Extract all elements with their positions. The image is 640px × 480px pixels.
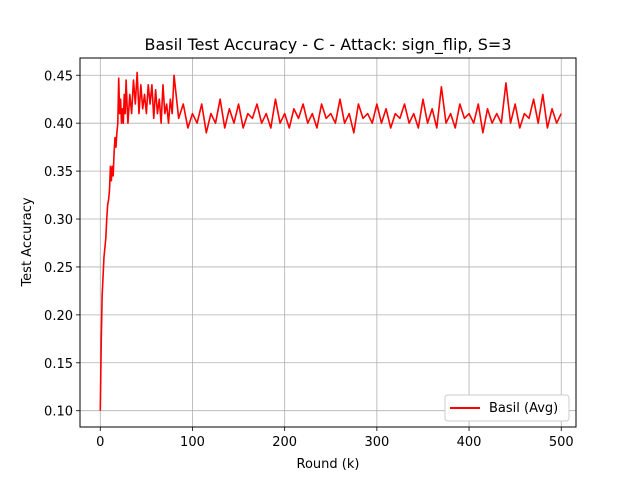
x-tick-label: 400 xyxy=(457,435,482,450)
x-tick-label: 200 xyxy=(272,435,297,450)
legend-label: Basil (Avg) xyxy=(489,401,558,416)
y-tick-label: 0.10 xyxy=(44,405,73,420)
plot-frame xyxy=(79,57,577,428)
y-axis: 0.10 0.15 0.20 0.25 0.30 0.35 0.40 0.45 xyxy=(44,69,80,420)
y-tick-label: 0.25 xyxy=(44,261,73,276)
x-tick-label: 0 xyxy=(96,435,104,450)
chart-title: Basil Test Accuracy - C - Attack: sign_f… xyxy=(144,35,511,55)
y-tick-label: 0.40 xyxy=(44,117,73,132)
x-axis-label: Round (k) xyxy=(297,457,360,472)
y-tick-label: 0.45 xyxy=(44,69,73,84)
series-line-basil-avg xyxy=(99,71,562,411)
y-tick-label: 0.20 xyxy=(44,309,73,324)
x-tick-label: 100 xyxy=(180,435,205,450)
legend-box xyxy=(444,394,570,422)
y-tick-label: 0.30 xyxy=(44,213,73,228)
legend: Basil (Avg) xyxy=(444,394,570,422)
x-tick-label: 300 xyxy=(364,435,389,450)
series-layer xyxy=(99,71,562,411)
x-axis: 0 100 200 300 400 500 xyxy=(96,427,574,450)
y-axis-label: Test Accuracy xyxy=(20,197,35,287)
x-tick-label: 500 xyxy=(549,435,574,450)
y-tick-label: 0.15 xyxy=(44,357,73,372)
grid xyxy=(80,58,576,427)
y-tick-label: 0.35 xyxy=(44,165,73,180)
